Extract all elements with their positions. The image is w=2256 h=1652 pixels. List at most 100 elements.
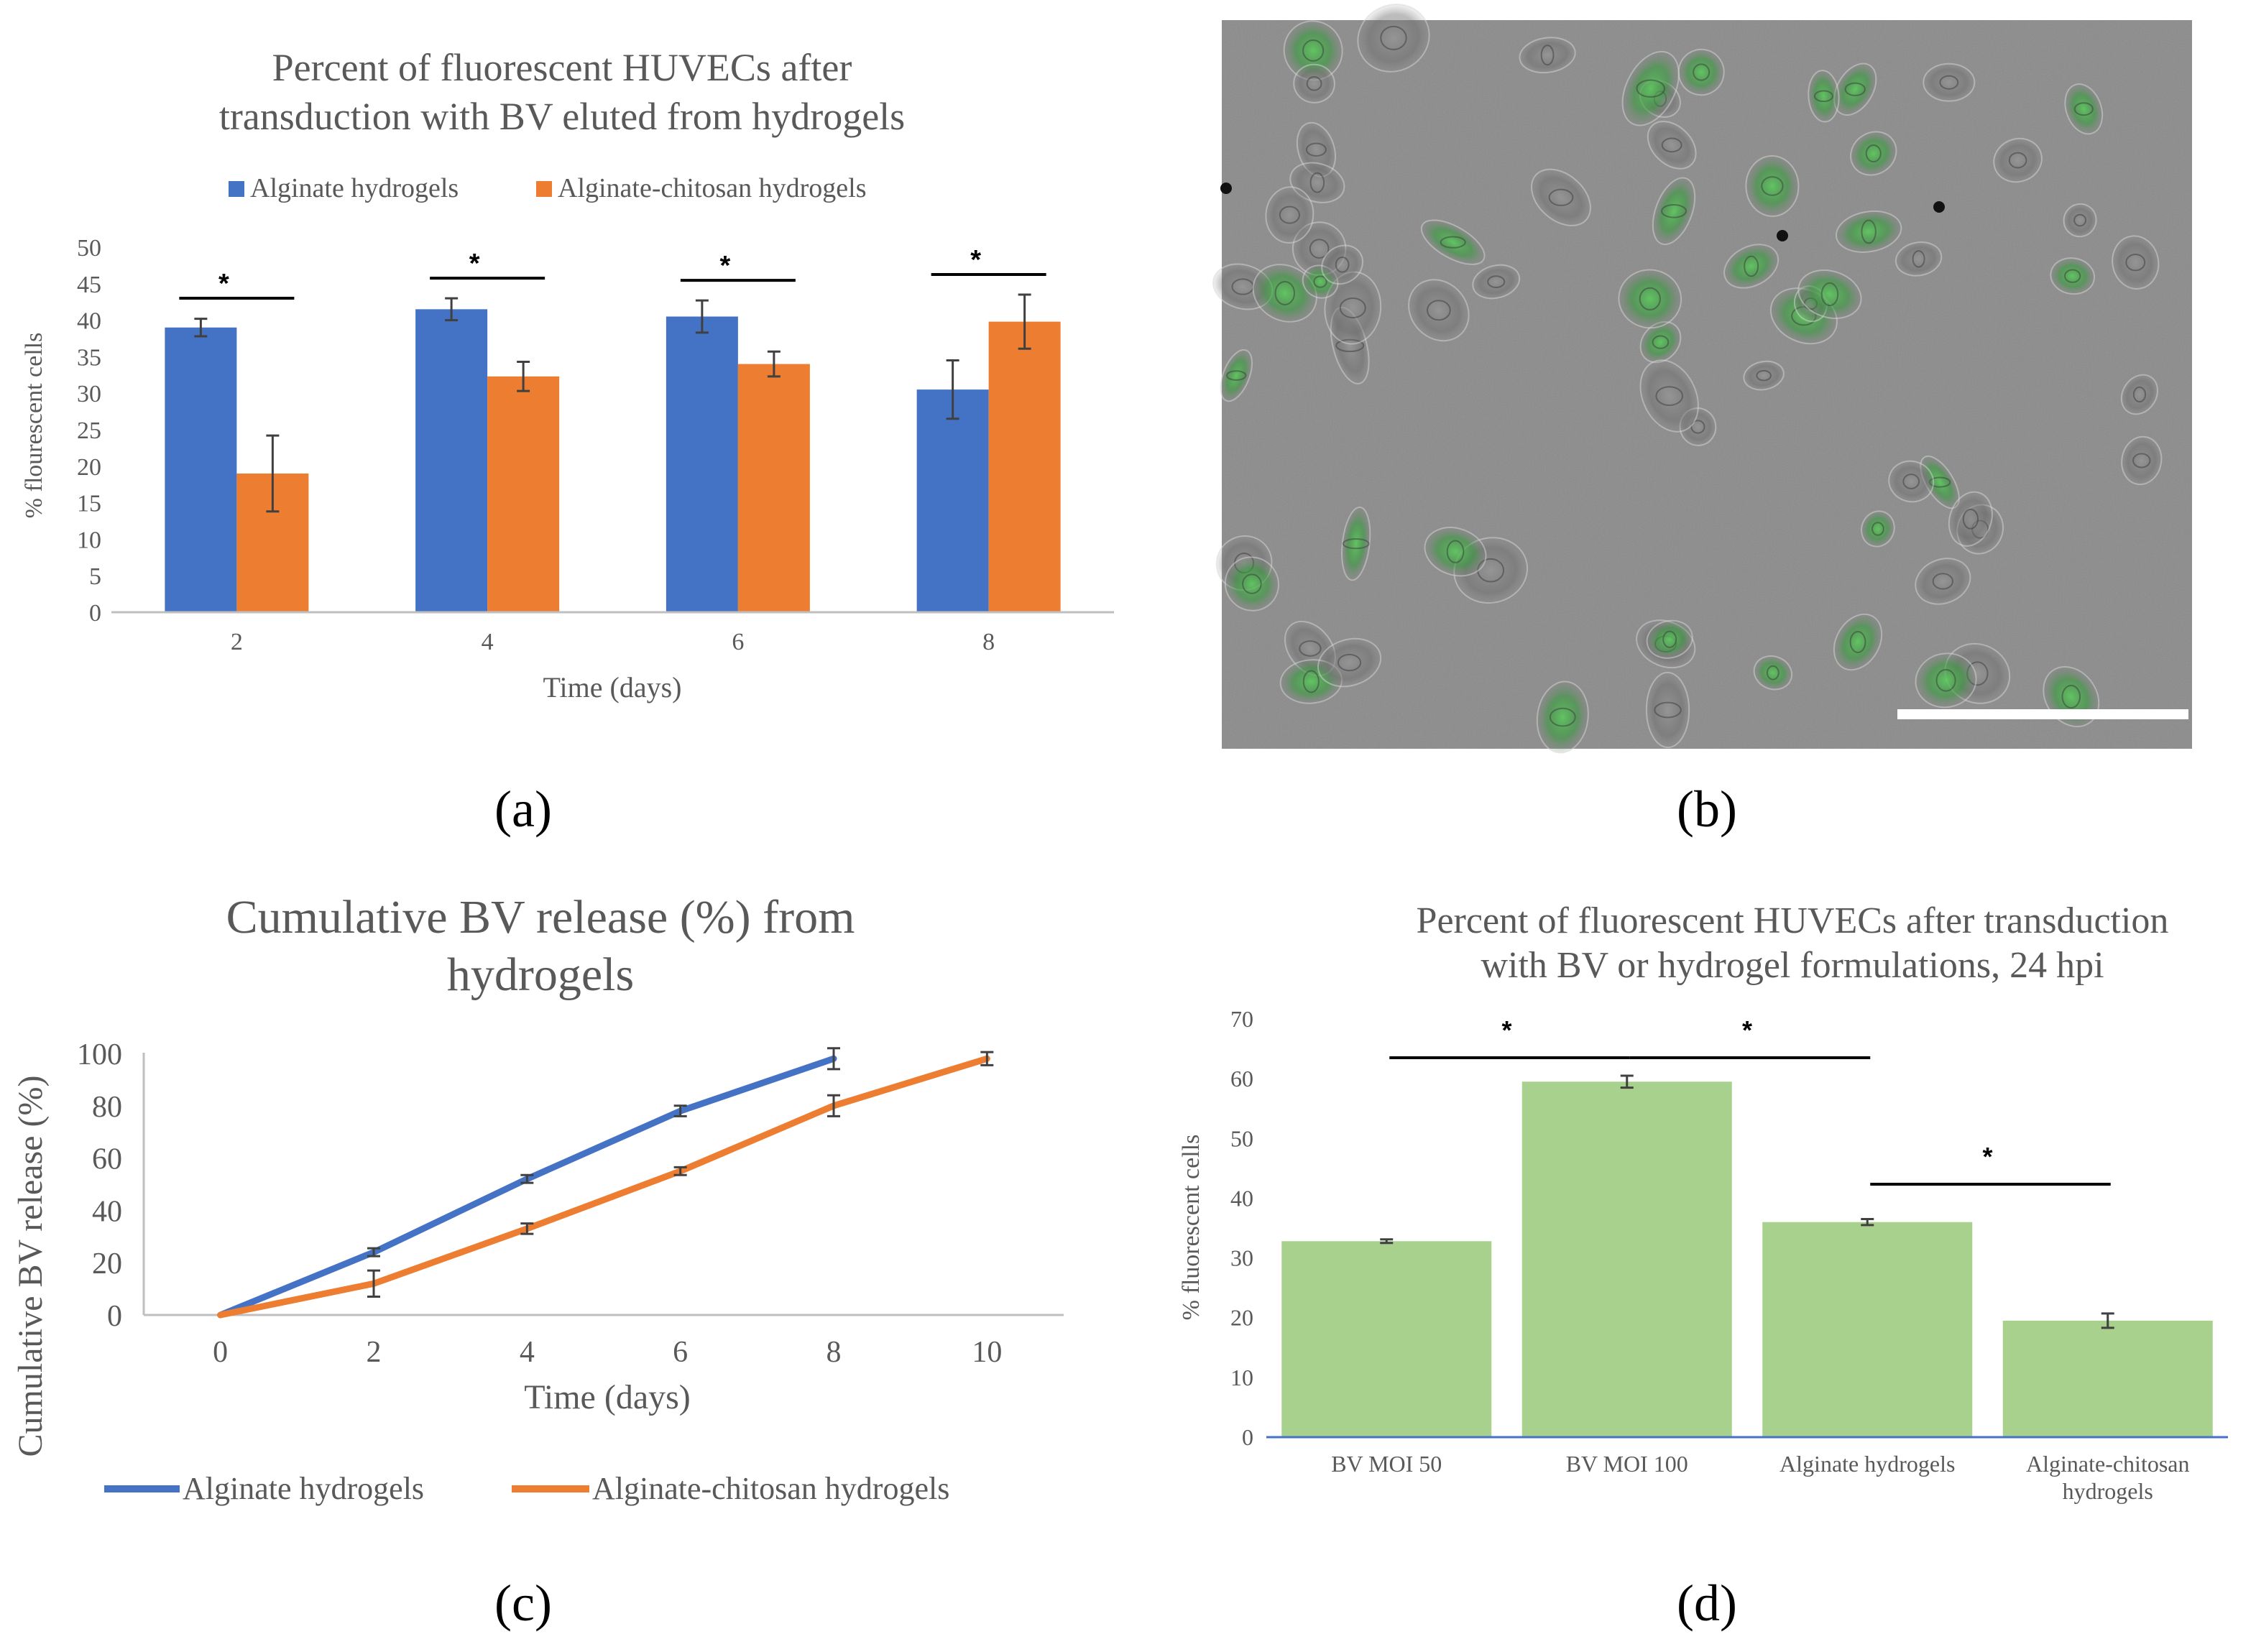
cell: [1536, 680, 1589, 754]
y-tick-label: 20: [77, 454, 101, 481]
cell-nucleus: [2008, 152, 2027, 169]
cell-nucleus: [1661, 137, 1682, 153]
cell: [1850, 131, 1897, 176]
y-tick-label: 40: [92, 1195, 122, 1228]
series-line-alginate-chitosan: [217, 1055, 990, 1319]
significance-star: *: [469, 249, 480, 279]
x-tick-label: BV MOI 100: [1566, 1451, 1688, 1477]
cell-nucleus: [1242, 573, 1262, 594]
micrograph-texture: [1222, 20, 2192, 749]
y-tick-label: 30: [1230, 1245, 1253, 1271]
cell-nucleus: [2073, 213, 2087, 227]
bar-alginate: [666, 316, 738, 612]
chart-c-xticks: 0 2 4 6 8 10: [213, 1336, 1002, 1369]
y-tick-label: 50: [77, 235, 101, 262]
x-tick-label: 6: [732, 629, 744, 655]
y-tick-label: 25: [77, 417, 101, 444]
chart-c: Cumulative BV release (%) from hydrogels…: [11, 891, 1064, 1506]
cell: [1293, 63, 1335, 103]
cell: [2120, 374, 2158, 415]
cell-nucleus: [1309, 172, 1325, 193]
cell-nucleus: [1690, 420, 1705, 434]
y-tick-label: 30: [77, 381, 101, 407]
x-tick-label: Alginate-chitosan: [2026, 1451, 2189, 1477]
cell-nucleus: [1540, 45, 1555, 66]
cell-nucleus: [1820, 282, 1839, 307]
cell: [1621, 50, 1680, 126]
y-tick-label: 80: [92, 1091, 122, 1124]
cell: [1224, 556, 1279, 612]
cell-nucleus: [1962, 508, 1979, 530]
cell: [1723, 244, 1780, 289]
panel-label-c: (c): [494, 1574, 552, 1632]
cell-nucleus: [1932, 573, 1953, 590]
chart-a: Percent of fluorescent HUVECs after tran…: [21, 46, 1114, 703]
y-tick-label: 20: [92, 1247, 122, 1280]
cell-nucleus: [1313, 275, 1327, 288]
y-tick-label: 10: [1230, 1365, 1253, 1390]
chart-a-ylabel: % flourescent cells: [21, 333, 47, 519]
cell: [1639, 321, 1682, 364]
y-tick-label: 0: [89, 600, 101, 627]
cell-nucleus: [1339, 297, 1366, 319]
x-tick-label: Alginate hydrogels: [1780, 1451, 1955, 1477]
chart-c-xlabel: Time (days): [524, 1378, 691, 1416]
bar-alginate: [916, 389, 989, 612]
chart-a-yticks: 0 5 10 15 20 25 30 35 40 45 50: [77, 235, 101, 627]
cell: [1639, 359, 1699, 433]
chart-a-bars: [165, 293, 1061, 612]
cell: [1341, 506, 1371, 581]
cell-nucleus: [1309, 239, 1330, 259]
cell-nucleus: [1939, 75, 1959, 90]
cell-nucleus: [1440, 236, 1466, 249]
bar-alginate: [415, 309, 488, 612]
y-tick-label: 10: [77, 527, 101, 553]
x-tick-label: 0: [213, 1336, 228, 1369]
y-tick-label: 35: [77, 344, 101, 371]
cell: [1645, 671, 1690, 749]
cell-nucleus: [1652, 335, 1670, 349]
significance-star: *: [719, 251, 730, 281]
cell: [1797, 269, 1862, 319]
cell-nucleus: [2064, 269, 2081, 283]
y-tick-label: 60: [92, 1143, 122, 1176]
chart-d-xticks: BV MOI 50 BV MOI 100 Alginate hydrogels Alg…: [1331, 1451, 2189, 1504]
legend-label-alginate-chitosan: Alginate-chitosan hydrogels: [592, 1471, 949, 1506]
cell-nucleus: [1342, 538, 1370, 550]
cell: [1472, 264, 1521, 300]
cell: [1357, 3, 1430, 73]
cell-nucleus: [2061, 684, 2081, 709]
cell: [2121, 435, 2163, 486]
cell-nucleus: [1871, 522, 1884, 536]
cell-nucleus: [1865, 144, 1882, 162]
y-tick-label: 70: [1230, 1006, 1253, 1032]
cell-nucleus: [1548, 188, 1574, 206]
significance-star: *: [218, 269, 229, 299]
cell-nucleus: [1446, 540, 1465, 563]
x-tick-label: hydrogels: [2063, 1478, 2153, 1504]
cell-nucleus: [1306, 76, 1322, 91]
cell-nucleus: [1662, 630, 1677, 648]
cell: [1220, 349, 1253, 402]
significance-star: *: [1982, 1142, 1992, 1171]
cell-nucleus: [1279, 206, 1300, 224]
cell-nucleus: [1756, 369, 1772, 382]
chart-c-title-line2: hydrogels: [447, 949, 634, 1001]
cell: [1923, 63, 1976, 102]
chart-a-xticks: 2 4 6 8: [231, 629, 995, 655]
cell-nucleus: [1761, 176, 1784, 196]
cell-nucleus: [1335, 256, 1350, 273]
debris-dot: [1777, 230, 1788, 241]
panel-label-a: (a): [494, 780, 552, 838]
bar: [1521, 1081, 1732, 1437]
cell-nucleus: [1849, 631, 1866, 653]
cell-nucleus: [1744, 255, 1759, 277]
cell: [1915, 652, 1977, 709]
cell-nucleus: [1655, 386, 1684, 406]
bar-alginate: [165, 327, 237, 612]
cell-nucleus: [2132, 453, 2151, 469]
chart-d-ylabel: % fluorescent cells: [1178, 1135, 1205, 1321]
cell-nucleus: [1661, 203, 1688, 218]
cell: [1265, 186, 1315, 244]
cell: [1519, 37, 1576, 74]
